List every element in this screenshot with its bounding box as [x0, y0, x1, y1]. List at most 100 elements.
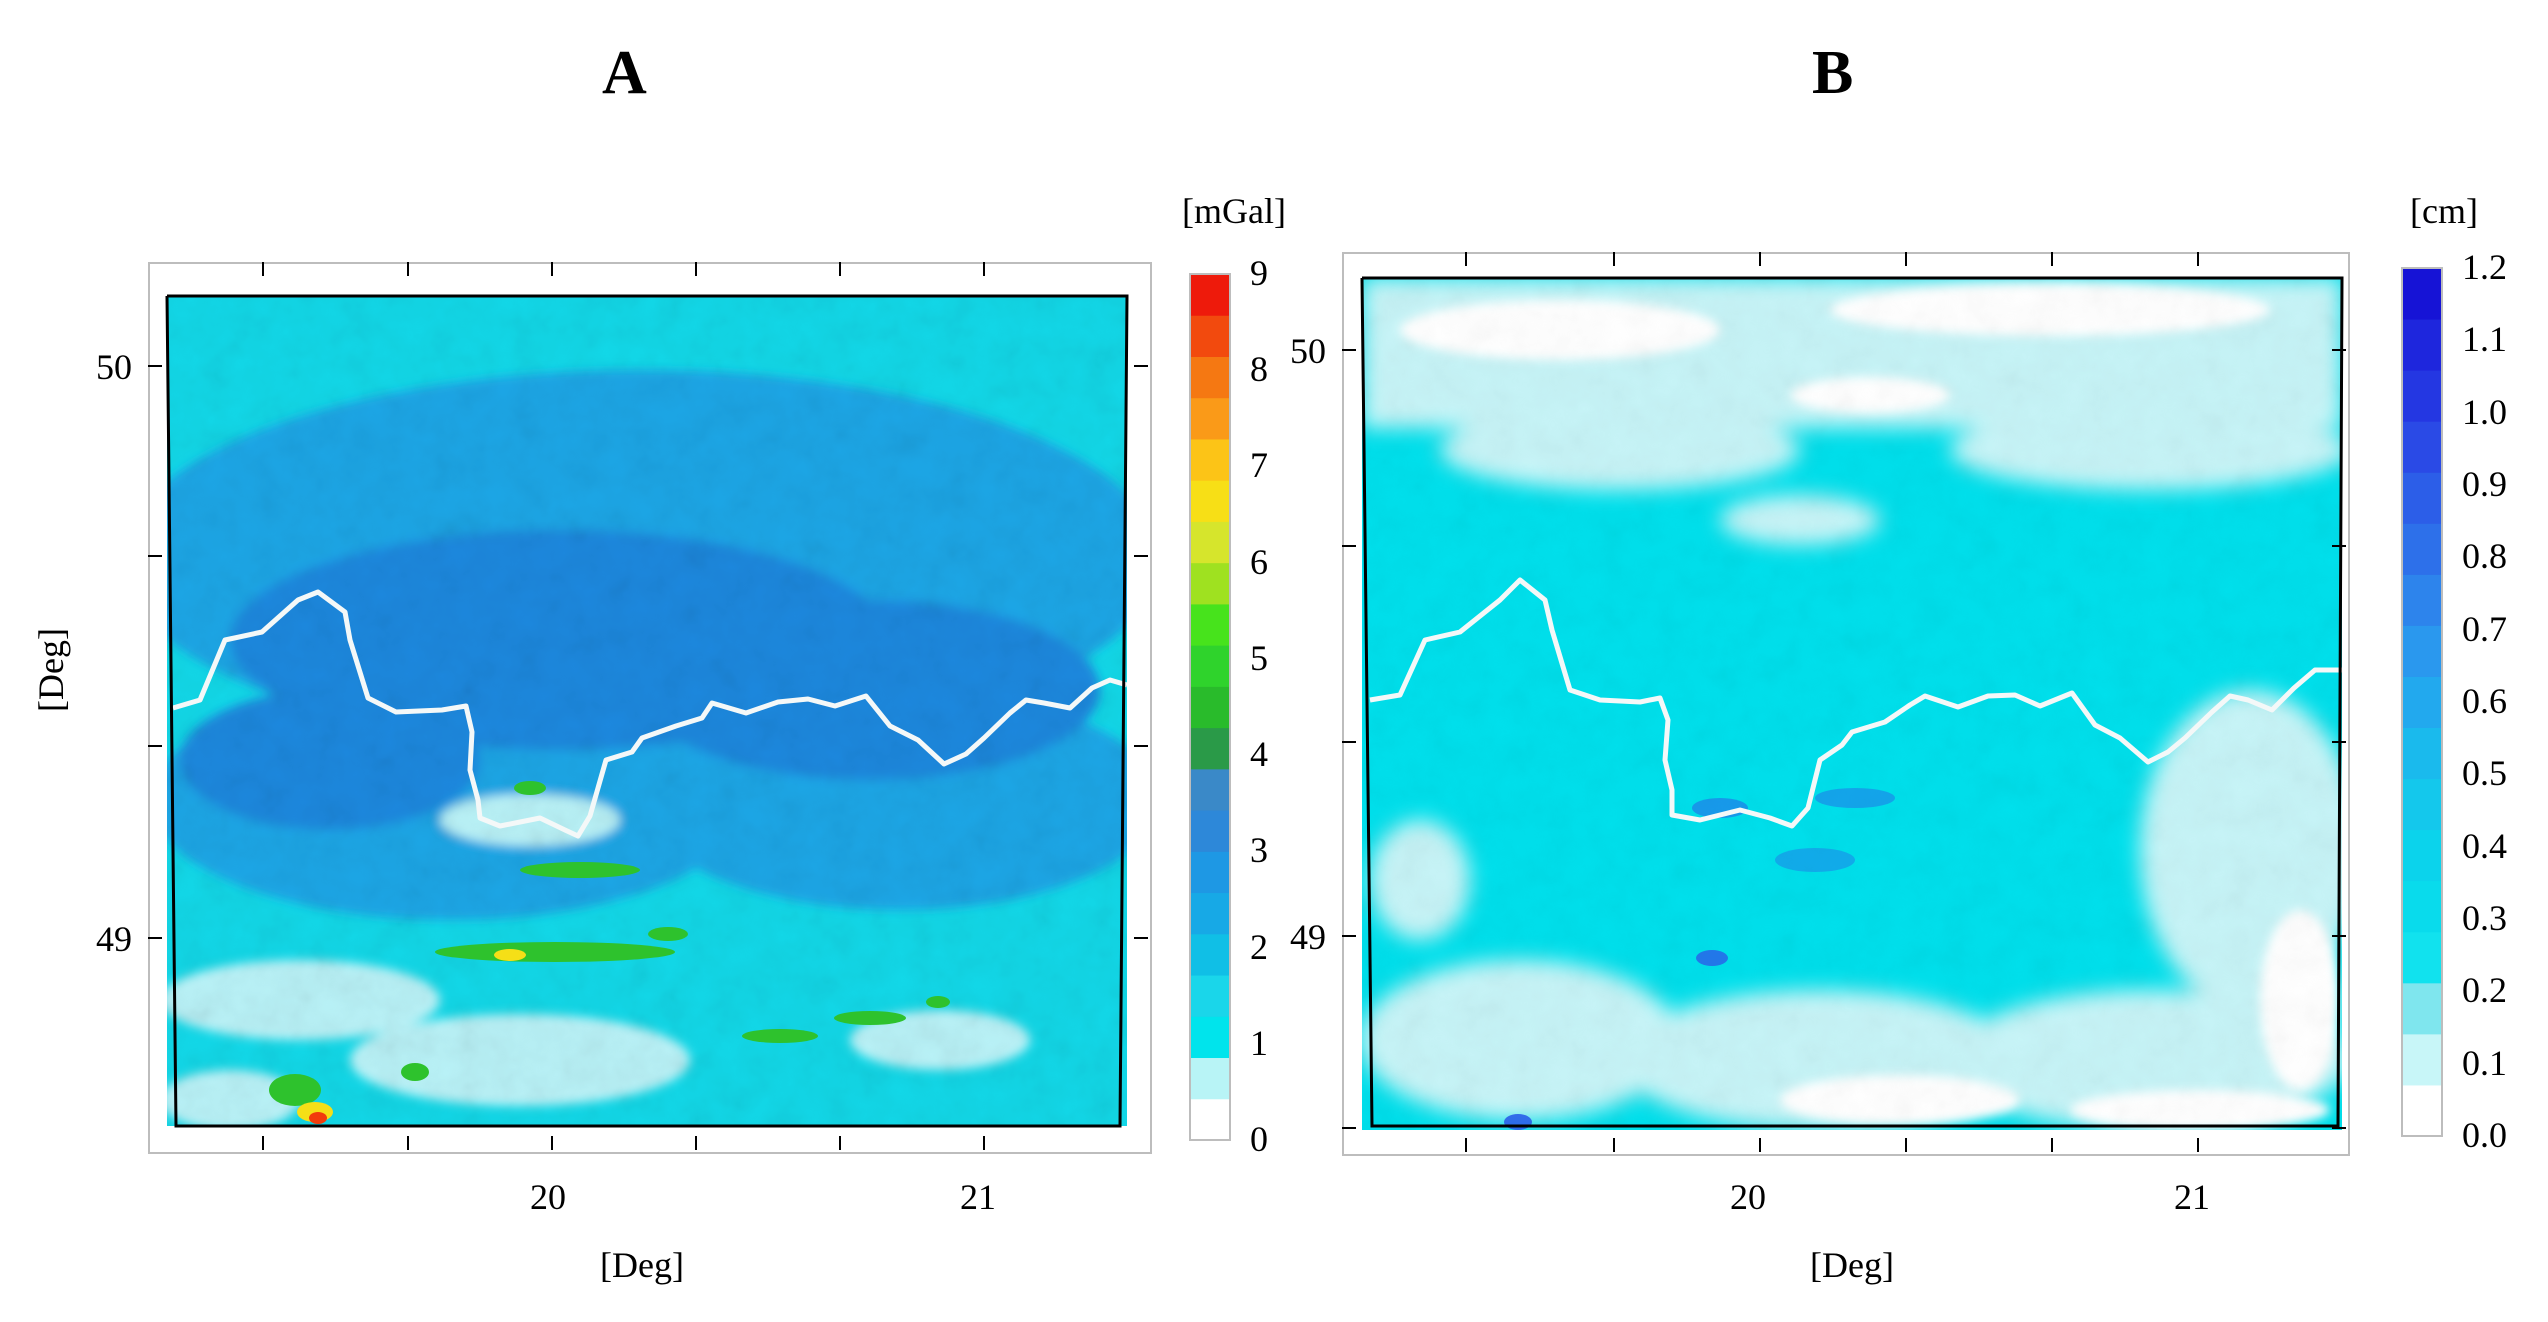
panel-b-ytick-49: 49	[1290, 917, 1326, 957]
colorbar-tick-label: 8	[1250, 349, 1268, 390]
colorbar-swatch	[2402, 829, 2442, 882]
map-a-country-border	[172, 589, 1127, 839]
colorbar-swatch	[1190, 397, 1230, 440]
colorbar-swatch	[2402, 523, 2442, 575]
panel-b-xtick-20: 20	[1730, 1177, 1766, 1217]
colorbar-tick-label: 6	[1250, 541, 1268, 582]
panel-a-ylabel: [Deg]	[31, 628, 71, 712]
colorbar-tick-label: 1	[1250, 1022, 1268, 1063]
colorbar-b	[2401, 267, 2443, 1137]
map-a-zone-green	[401, 1063, 429, 1081]
colorbar-tick-label: 0.0	[2462, 1115, 2507, 1155]
map-a-zone-green	[269, 1074, 321, 1106]
colorbar-frame	[1189, 273, 1231, 1141]
colorbar-swatch	[1190, 768, 1230, 811]
colorbar-tick-label: 0.1	[2462, 1042, 2507, 1083]
colorbar-tick-label: 0.7	[2462, 608, 2507, 649]
colorbar-tick-label: 4	[1250, 734, 1268, 775]
map-a-zone-green	[742, 1029, 818, 1043]
map-a-zone-green	[514, 781, 546, 795]
colorbar-swatch	[2402, 574, 2442, 626]
panel-b-ytick-50: 50	[1290, 331, 1326, 371]
panel-b-xtick-21: 21	[2174, 1177, 2210, 1217]
colorbar-swatch	[1190, 1057, 1230, 1100]
colorbar-swatch	[1190, 1016, 1230, 1059]
map-a-zone-yellow	[494, 949, 526, 961]
colorbar-swatch	[2402, 472, 2442, 524]
colorbar-swatch	[2402, 880, 2442, 933]
panel-b-ticks	[1342, 252, 2346, 1152]
map-a-boundary	[165, 294, 1129, 1128]
colorbar-swatch	[2402, 1033, 2442, 1086]
colorbar-swatch	[1190, 933, 1230, 976]
colorbar-swatch	[1190, 892, 1230, 935]
map-b-zone-blue	[1696, 950, 1728, 966]
colorbar-tick-label: 3	[1250, 830, 1268, 871]
colorbar-tick-label: 0.3	[2462, 898, 2507, 938]
map-a-zone-green	[926, 996, 950, 1008]
colorbar-swatch	[2402, 319, 2442, 371]
panel-a-xtick-21: 21	[960, 1177, 996, 1217]
colorbar-a-unit: [mGal]	[1182, 191, 1286, 231]
panel-a-ticks	[148, 262, 1148, 1150]
colorbar-swatch	[1190, 603, 1230, 646]
colorbar-swatch	[1190, 1098, 1230, 1141]
colorbar-swatch	[2402, 625, 2442, 677]
colorbar-swatch	[2402, 727, 2442, 780]
colorbar-tick-label: 0.8	[2462, 536, 2507, 577]
colorbar-swatch	[1190, 438, 1230, 481]
colorbar-swatch	[2402, 676, 2442, 729]
colorbar-tick-label: 0.4	[2462, 825, 2507, 866]
map-b-zone-blue	[1815, 788, 1895, 808]
colorbar-tick-label: 0	[1250, 1119, 1268, 1159]
colorbar-tick-label: 1.1	[2462, 319, 2507, 360]
colorbar-swatch	[1190, 521, 1230, 564]
map-b-texture	[1362, 278, 2342, 1130]
colorbar-frame	[2401, 267, 2443, 1137]
map-b-zone-blue	[1775, 848, 1855, 872]
colorbar-swatch	[2402, 1084, 2442, 1137]
map-a-zone-green	[520, 862, 640, 878]
colorbar-swatch	[1190, 562, 1230, 605]
colorbar-swatch	[1190, 810, 1230, 852]
panel-a-ytick-49: 49	[96, 919, 132, 959]
map-a-texture	[167, 296, 1127, 1126]
map-b	[1362, 278, 2342, 1130]
colorbar-tick-label: 9	[1250, 253, 1268, 293]
map-a-zone-green	[648, 927, 688, 941]
colorbar-swatch	[1190, 480, 1230, 522]
colorbar-swatch	[1190, 645, 1230, 687]
colorbar-tick-label: 1.2	[2462, 247, 2507, 287]
panel-a-xlabel: [Deg]	[600, 1245, 684, 1285]
panel-letter-b: B	[1812, 39, 1854, 107]
map-b-boundary	[1360, 276, 2344, 1128]
colorbar-tick-label: 0.5	[2462, 753, 2507, 794]
panel-a-ytick-50: 50	[96, 347, 132, 387]
map-a-zone-red	[309, 1112, 327, 1124]
colorbar-swatch	[2402, 268, 2442, 320]
map-b-zone-blue	[1504, 1114, 1532, 1130]
colorbar-swatch	[2402, 370, 2442, 422]
colorbar-tick-label: 5	[1250, 637, 1268, 678]
colorbar-swatch	[1190, 686, 1230, 729]
map-b-anomalies	[1504, 788, 1895, 1130]
colorbar-swatch	[1190, 315, 1230, 357]
colorbar-swatch	[1190, 975, 1230, 1017]
panel-letter-a: A	[602, 39, 647, 107]
colorbar-swatch	[1190, 274, 1230, 316]
panel-b-xlabel: [Deg]	[1810, 1245, 1894, 1285]
colorbar-tick-label: 0.9	[2462, 464, 2507, 504]
colorbar-tick-label: 0.6	[2462, 681, 2507, 721]
colorbar-swatch	[1190, 727, 1230, 770]
map-b-country-border	[1369, 577, 2342, 829]
map-a	[167, 296, 1127, 1126]
colorbar-swatch	[2402, 931, 2442, 984]
colorbar-swatch	[1190, 356, 1230, 399]
colorbar-tick-label: 2	[1250, 926, 1268, 967]
colorbar-tick-label: 7	[1250, 445, 1268, 486]
map-a-zone-green	[834, 1011, 906, 1025]
map-a-anomalies	[269, 781, 950, 1124]
colorbar-swatch	[2402, 421, 2442, 473]
colorbar-b-unit: [cm]	[2410, 191, 2478, 231]
